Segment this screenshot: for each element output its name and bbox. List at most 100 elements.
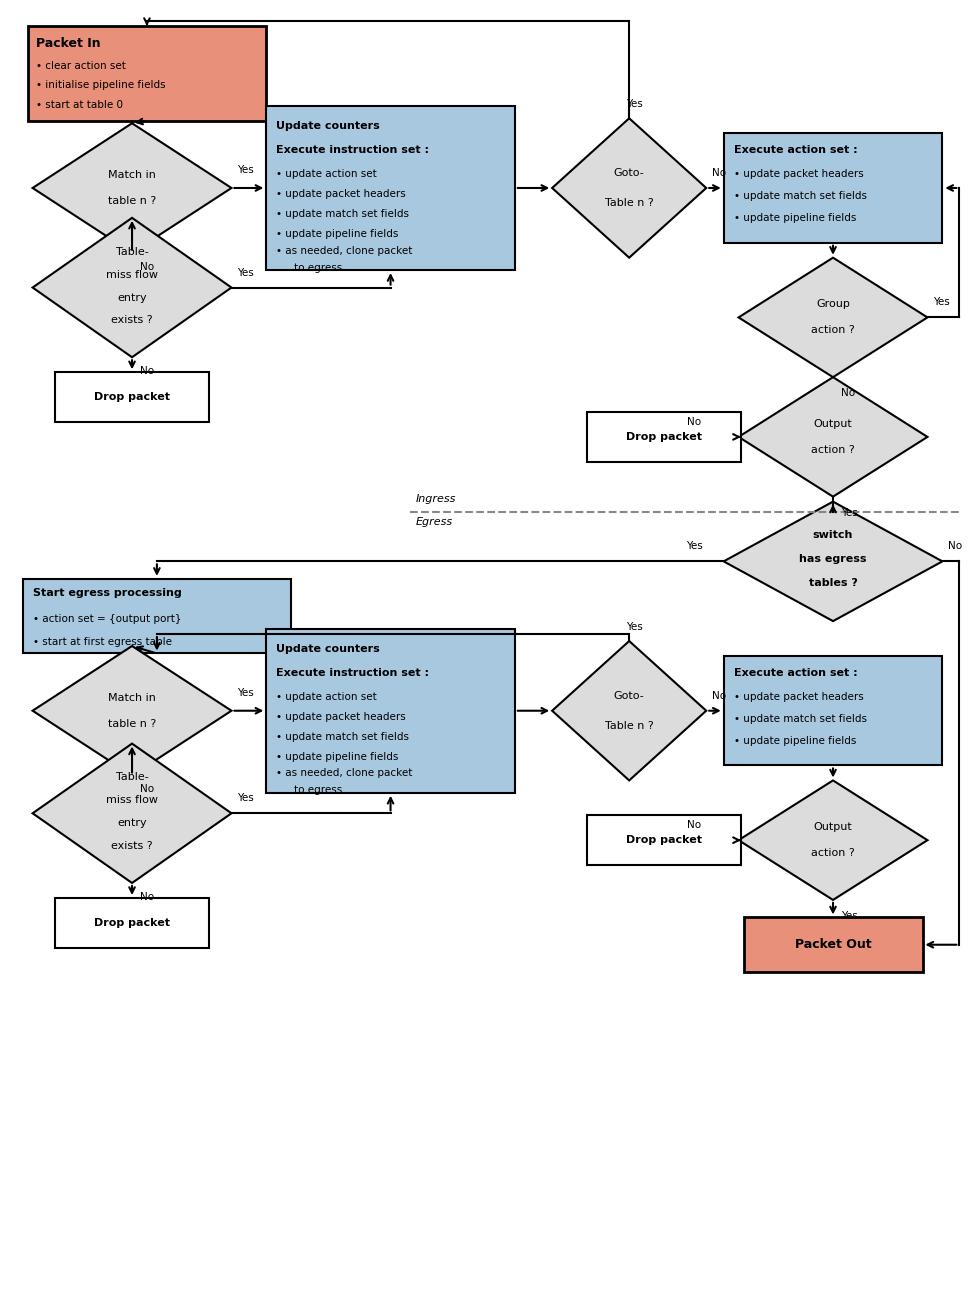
FancyBboxPatch shape	[743, 918, 922, 972]
Text: action ?: action ?	[811, 445, 855, 455]
Text: No: No	[687, 820, 701, 831]
Text: Yes: Yes	[933, 298, 951, 307]
Text: table n ?: table n ?	[108, 719, 156, 728]
Text: Goto-: Goto-	[614, 691, 645, 701]
Text: • update match set fields: • update match set fields	[277, 209, 409, 219]
Text: exists ?: exists ?	[111, 841, 153, 851]
Text: Table-: Table-	[116, 246, 148, 257]
Text: action ?: action ?	[811, 848, 855, 858]
Text: • update action set: • update action set	[277, 692, 377, 702]
Text: No: No	[841, 388, 855, 398]
Text: • initialise pipeline fields: • initialise pipeline fields	[36, 80, 166, 91]
Text: Match in: Match in	[108, 170, 156, 180]
Text: Yes: Yes	[238, 793, 254, 804]
FancyBboxPatch shape	[22, 579, 291, 653]
Text: • update packet headers: • update packet headers	[733, 692, 863, 702]
Text: entry: entry	[117, 293, 147, 302]
Text: • update pipeline fields: • update pipeline fields	[733, 213, 856, 223]
Polygon shape	[32, 645, 232, 775]
FancyBboxPatch shape	[55, 898, 209, 947]
Text: has egress: has egress	[800, 555, 867, 564]
Text: • start at table 0: • start at table 0	[36, 100, 123, 110]
Text: to egress: to egress	[294, 263, 342, 272]
Text: • update packet headers: • update packet headers	[277, 189, 406, 200]
Text: No: No	[687, 417, 701, 426]
Text: Update counters: Update counters	[277, 122, 380, 131]
Text: • update pipeline fields: • update pipeline fields	[277, 752, 398, 762]
FancyBboxPatch shape	[587, 412, 741, 461]
Text: to egress: to egress	[294, 785, 342, 796]
Text: tables ?: tables ?	[808, 578, 857, 588]
Text: • action set = {output port}: • action set = {output port}	[32, 614, 181, 625]
Text: No: No	[140, 367, 154, 376]
Text: Yes: Yes	[686, 542, 702, 551]
Text: Output: Output	[813, 419, 852, 429]
Text: Packet Out: Packet Out	[795, 938, 872, 951]
Text: • as needed, clone packet: • as needed, clone packet	[277, 246, 413, 255]
FancyBboxPatch shape	[587, 815, 741, 864]
Text: • update packet headers: • update packet headers	[277, 712, 406, 722]
FancyBboxPatch shape	[724, 133, 943, 242]
Text: Update counters: Update counters	[277, 644, 380, 654]
Text: entry: entry	[117, 818, 147, 828]
Text: Packet In: Packet In	[36, 38, 100, 51]
Text: • update match set fields: • update match set fields	[733, 191, 867, 201]
Text: Drop packet: Drop packet	[626, 432, 702, 442]
Text: No: No	[140, 262, 154, 272]
Text: No: No	[949, 542, 962, 551]
FancyBboxPatch shape	[266, 629, 515, 793]
Text: action ?: action ?	[811, 325, 855, 336]
Text: No: No	[712, 691, 727, 701]
Polygon shape	[32, 123, 232, 253]
Text: Start egress processing: Start egress processing	[32, 588, 181, 599]
Text: Yes: Yes	[238, 688, 254, 697]
Text: Execute instruction set :: Execute instruction set :	[277, 667, 430, 678]
Text: • update pipeline fields: • update pipeline fields	[733, 736, 856, 745]
Text: No: No	[140, 784, 154, 794]
Text: Table n ?: Table n ?	[605, 198, 654, 207]
Text: Egress: Egress	[415, 517, 453, 526]
FancyBboxPatch shape	[27, 26, 266, 121]
Text: miss flow: miss flow	[106, 796, 158, 805]
Polygon shape	[32, 744, 232, 883]
Polygon shape	[32, 218, 232, 358]
Text: • update action set: • update action set	[277, 168, 377, 179]
Text: Execute action set :: Execute action set :	[733, 667, 857, 678]
Polygon shape	[552, 642, 706, 780]
Text: • update pipeline fields: • update pipeline fields	[277, 229, 398, 238]
Text: • update match set fields: • update match set fields	[733, 714, 867, 723]
FancyBboxPatch shape	[266, 106, 515, 270]
Text: Goto-: Goto-	[614, 168, 645, 178]
Text: • clear action set: • clear action set	[36, 61, 126, 70]
Text: Yes: Yes	[841, 508, 858, 517]
Polygon shape	[738, 258, 927, 377]
Text: Yes: Yes	[841, 911, 858, 921]
Polygon shape	[738, 780, 927, 899]
Text: Table-: Table-	[116, 772, 148, 783]
Polygon shape	[738, 377, 927, 496]
Text: • update packet headers: • update packet headers	[733, 168, 863, 179]
Text: Drop packet: Drop packet	[94, 918, 170, 928]
Polygon shape	[724, 502, 943, 621]
Text: Drop packet: Drop packet	[94, 393, 170, 402]
Text: Execute instruction set :: Execute instruction set :	[277, 145, 430, 156]
FancyBboxPatch shape	[724, 656, 943, 766]
Text: Output: Output	[813, 822, 852, 832]
Text: No: No	[712, 168, 727, 178]
Text: Drop packet: Drop packet	[626, 835, 702, 845]
Text: • as needed, clone packet: • as needed, clone packet	[277, 769, 413, 779]
Text: Ingress: Ingress	[415, 494, 456, 504]
Text: miss flow: miss flow	[106, 270, 158, 280]
Text: • start at first egress table: • start at first egress table	[32, 638, 171, 647]
Text: Yes: Yes	[625, 622, 643, 632]
Text: Yes: Yes	[625, 100, 643, 109]
Text: exists ?: exists ?	[111, 315, 153, 325]
Text: Group: Group	[816, 299, 850, 310]
Text: • update match set fields: • update match set fields	[277, 732, 409, 741]
Text: Yes: Yes	[238, 165, 254, 175]
Polygon shape	[552, 118, 706, 258]
Text: switch: switch	[813, 530, 853, 540]
Text: table n ?: table n ?	[108, 196, 156, 206]
Text: Table n ?: Table n ?	[605, 721, 654, 731]
Text: Yes: Yes	[238, 267, 254, 277]
